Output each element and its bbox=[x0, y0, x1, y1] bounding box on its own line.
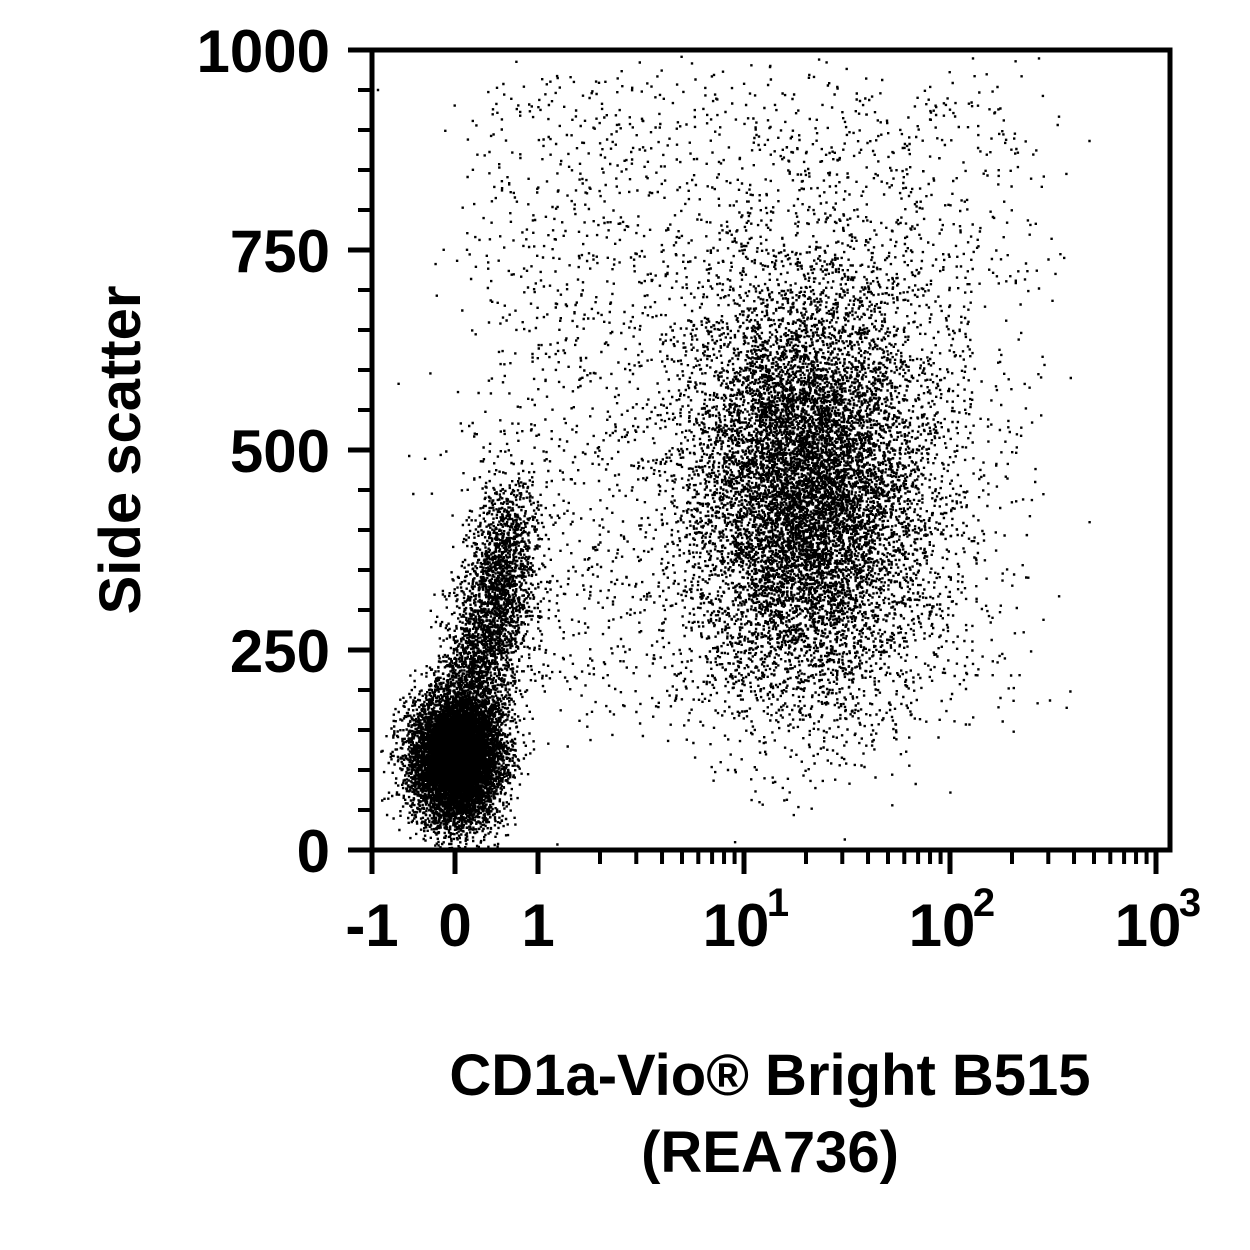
x-tick-label-exponent: 2 bbox=[973, 881, 995, 925]
x-axis-title-line1: CD1a-Vio® Bright B515 bbox=[449, 1043, 1090, 1108]
x-tick-label: 10 bbox=[909, 892, 976, 959]
x-tick-label: 10 bbox=[703, 892, 770, 959]
y-axis-tick-labels: 0 250 500 750 1000 bbox=[197, 18, 330, 885]
x-tick-label: 10 bbox=[1115, 892, 1182, 959]
y-tick-label: 750 bbox=[230, 218, 330, 285]
y-tick-label: 250 bbox=[230, 618, 330, 685]
y-tick-label: 1000 bbox=[197, 18, 330, 85]
x-axis-title-line2: (REA736) bbox=[641, 1120, 899, 1185]
y-tick-label: 0 bbox=[297, 818, 330, 885]
y-axis-major-ticks bbox=[348, 47, 372, 853]
y-axis-title: Side scatter bbox=[88, 286, 153, 615]
x-tick-label-exponent: 3 bbox=[1179, 881, 1201, 925]
x-tick-label: 1 bbox=[521, 892, 554, 959]
event-dots bbox=[376, 55, 1091, 850]
x-tick-label: -1 bbox=[345, 892, 398, 959]
scatter-points bbox=[376, 55, 1091, 850]
x-axis-major-ticks bbox=[369, 850, 1159, 874]
y-axis-minor-ticks bbox=[358, 88, 372, 812]
x-axis-tick-labels: -1 0 1 101 102 103 bbox=[345, 881, 1201, 959]
x-axis-minor-ticks bbox=[598, 850, 1149, 864]
y-tick-label: 500 bbox=[230, 418, 330, 485]
x-tick-label: 0 bbox=[438, 892, 471, 959]
x-tick-label-exponent: 1 bbox=[767, 881, 789, 925]
